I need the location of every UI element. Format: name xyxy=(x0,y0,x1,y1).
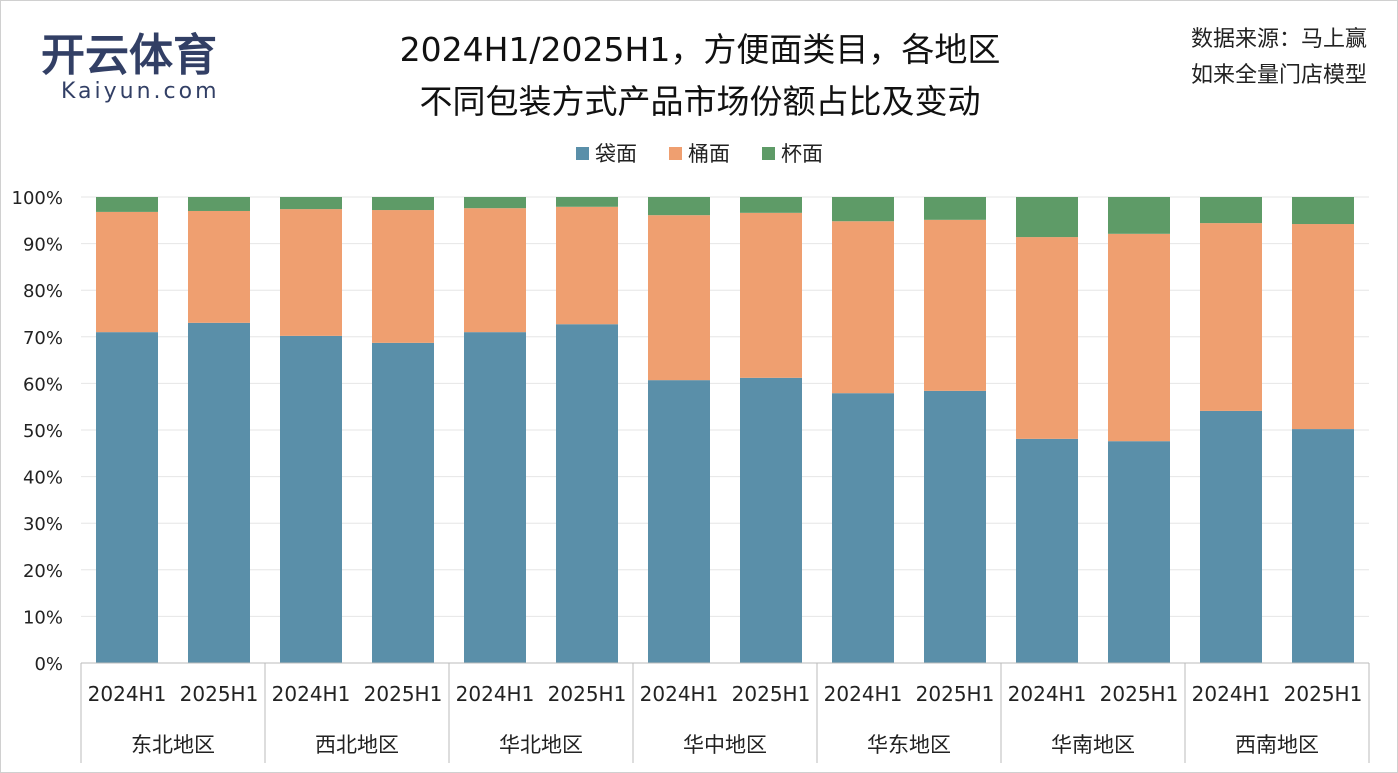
bar-桶面 xyxy=(648,215,710,381)
y-tick-label: 40% xyxy=(23,468,63,489)
legend-label: 桶面 xyxy=(688,142,730,166)
region-label: 华中地区 xyxy=(683,733,767,757)
bar-袋面 xyxy=(464,332,526,663)
legend-label: 杯面 xyxy=(781,142,823,166)
source-line1: 数据来源：马上赢 xyxy=(1190,27,1367,52)
bar-袋面 xyxy=(648,380,710,663)
region-label: 西北地区 xyxy=(315,733,399,757)
bar-袋面 xyxy=(280,335,342,663)
y-tick-label: 20% xyxy=(23,561,63,582)
bar-桶面 xyxy=(280,209,342,336)
x-tick-label: 2024H1 xyxy=(456,682,535,706)
bar-杯面 xyxy=(464,197,526,209)
bar-杯面 xyxy=(648,197,710,216)
y-tick-label: 80% xyxy=(23,281,63,302)
bar-袋面 xyxy=(556,324,618,663)
bar-桶面 xyxy=(740,212,802,378)
y-tick-label: 70% xyxy=(23,328,63,349)
bar-桶面 xyxy=(372,210,434,343)
bar-桶面 xyxy=(1292,224,1354,430)
x-tick-label: 2024H1 xyxy=(640,682,719,706)
region-label: 东北地区 xyxy=(131,733,215,757)
x-tick-label: 2025H1 xyxy=(548,682,627,706)
bar-袋面 xyxy=(1292,429,1354,663)
bar-袋面 xyxy=(1200,410,1262,663)
bar-袋面 xyxy=(924,390,986,663)
x-tick-label: 2024H1 xyxy=(88,682,167,706)
legend-swatch xyxy=(762,147,775,160)
x-tick-label: 2025H1 xyxy=(916,682,995,706)
bar-杯面 xyxy=(1108,197,1170,234)
x-tick-label: 2024H1 xyxy=(1192,682,1271,706)
bar-袋面 xyxy=(96,332,158,663)
bar-杯面 xyxy=(556,197,618,207)
y-tick-label: 100% xyxy=(12,188,63,209)
bar-杯面 xyxy=(188,197,250,211)
source-line2: 如来全量门店模型 xyxy=(1190,63,1367,88)
bar-桶面 xyxy=(1200,223,1262,411)
bar-杯面 xyxy=(740,197,802,213)
legend-label: 袋面 xyxy=(595,142,637,166)
bar-杯面 xyxy=(1200,197,1262,224)
bar-杯面 xyxy=(924,197,986,220)
x-tick-label: 2025H1 xyxy=(364,682,443,706)
y-tick-label: 0% xyxy=(34,654,63,675)
bar-桶面 xyxy=(464,208,526,333)
bar-杯面 xyxy=(832,197,894,222)
bar-杯面 xyxy=(372,197,434,211)
x-tick-label: 2024H1 xyxy=(824,682,903,706)
region-label: 西南地区 xyxy=(1235,733,1319,757)
x-tick-label: 2025H1 xyxy=(1100,682,1179,706)
x-tick-label: 2024H1 xyxy=(272,682,351,706)
y-tick-label: 30% xyxy=(23,514,63,535)
region-label: 华南地区 xyxy=(1051,733,1135,757)
bar-杯面 xyxy=(96,197,158,212)
x-tick-label: 2024H1 xyxy=(1008,682,1087,706)
watermark-url: Kaiyun.com xyxy=(61,79,220,104)
watermark-logo: 开云体育 xyxy=(41,30,217,81)
y-tick-label: 10% xyxy=(23,607,63,628)
bar-袋面 xyxy=(1108,441,1170,663)
y-tick-label: 50% xyxy=(23,421,63,442)
bar-袋面 xyxy=(832,393,894,663)
bar-袋面 xyxy=(1016,438,1078,663)
bar-袋面 xyxy=(372,342,434,663)
bar-桶面 xyxy=(96,211,158,333)
bar-袋面 xyxy=(740,377,802,663)
region-label: 华北地区 xyxy=(499,733,583,757)
y-tick-label: 60% xyxy=(23,374,63,395)
bar-桶面 xyxy=(924,219,986,391)
bar-杯面 xyxy=(1292,197,1354,225)
bar-杯面 xyxy=(280,197,342,210)
chart-title-line2: 不同包装方式产品市场份额占比及变动 xyxy=(419,82,981,121)
legend-swatch xyxy=(669,147,682,160)
bar-桶面 xyxy=(1108,233,1170,442)
bar-桶面 xyxy=(556,206,618,325)
legend-swatch xyxy=(576,147,589,160)
x-tick-label: 2025H1 xyxy=(732,682,811,706)
region-label: 华东地区 xyxy=(867,733,951,757)
x-tick-label: 2025H1 xyxy=(1284,682,1363,706)
bar-桶面 xyxy=(1016,237,1078,439)
chart-title-line1: 2024H1/2025H1，方便面类目，各地区 xyxy=(399,30,1001,69)
bar-桶面 xyxy=(188,210,250,323)
x-tick-label: 2025H1 xyxy=(180,682,259,706)
bar-袋面 xyxy=(188,322,250,663)
bar-桶面 xyxy=(832,221,894,394)
bar-杯面 xyxy=(1016,197,1078,238)
y-tick-label: 90% xyxy=(23,235,63,256)
